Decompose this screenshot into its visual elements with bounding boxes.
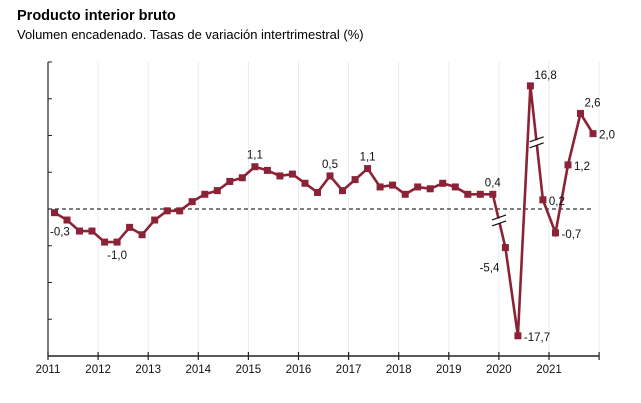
chart-title: Producto interior bruto	[17, 8, 176, 24]
data-label: -0,7	[562, 229, 582, 241]
data-point	[426, 185, 434, 193]
data-point	[276, 172, 284, 180]
data-point	[439, 179, 447, 187]
data-label: 0,5	[322, 159, 338, 171]
x-tick-labels: 2011 2012 2013 2014 2015 2016 2017 2018 2019 2020…	[36, 364, 562, 376]
data-label: 2,0	[599, 130, 615, 142]
x-tick-label: 2021	[536, 364, 562, 376]
data-point	[138, 231, 146, 239]
data-point	[414, 183, 422, 191]
data-point	[552, 229, 559, 237]
chart-subtitle: Volumen encadenado. Tasas de variación i…	[17, 27, 364, 42]
data-point	[88, 227, 96, 235]
axes	[47, 61, 600, 360]
data-point	[476, 190, 484, 198]
x-tick-label: 2016	[286, 364, 312, 376]
data-point	[226, 177, 234, 185]
data-point	[489, 190, 497, 198]
data-point	[238, 174, 246, 182]
data-point	[126, 223, 134, 231]
data-point	[301, 179, 309, 187]
x-tick-label: 2011	[36, 364, 61, 376]
x-tick-label: 2019	[436, 364, 462, 376]
data-point	[188, 198, 196, 206]
data-point	[376, 183, 384, 191]
data-point	[564, 161, 572, 169]
data-point	[288, 170, 296, 178]
data-point	[201, 190, 209, 198]
data-point	[589, 130, 597, 138]
break-gap	[529, 139, 545, 147]
data-point	[401, 190, 409, 198]
data-point	[113, 238, 121, 246]
data-label: 16,8	[534, 70, 556, 82]
data-point	[526, 82, 534, 90]
data-labels: -0,3 -1,0 1,1 0,5 1,1 0,4 -5,4 -17,7 16,8 0,2 -0,7…	[50, 70, 615, 344]
data-point	[314, 188, 321, 196]
break-slash	[491, 220, 507, 227]
data-point	[101, 238, 109, 246]
series-line	[53, 85, 595, 336]
data-point	[213, 187, 221, 195]
series-polyline	[53, 85, 595, 336]
data-point	[451, 183, 459, 191]
data-point	[514, 332, 522, 340]
data-point	[501, 244, 509, 252]
data-label: 0,4	[485, 177, 502, 189]
data-label: -17,7	[524, 332, 550, 344]
data-label: 1,2	[574, 161, 590, 173]
data-point	[51, 209, 58, 217]
data-point	[263, 166, 271, 174]
x-tick-label: 2017	[336, 364, 362, 376]
data-point	[577, 109, 584, 117]
data-label: -1,0	[107, 250, 127, 262]
axis-break-marks	[491, 136, 545, 227]
data-label: 1,1	[247, 150, 263, 162]
break-slash	[491, 214, 507, 221]
x-tick-label: 2013	[135, 364, 161, 376]
break-slash	[529, 142, 544, 149]
data-point	[339, 187, 346, 195]
data-point	[364, 165, 372, 173]
data-label: 2,6	[585, 97, 601, 109]
data-point	[326, 172, 334, 180]
break-slash	[529, 136, 544, 143]
data-point	[76, 227, 83, 235]
data-points	[51, 82, 597, 340]
break-gap	[491, 217, 507, 225]
x-tick-label: 2015	[236, 364, 262, 376]
x-tick-label: 2014	[186, 364, 212, 376]
x-tick-label: 2012	[85, 364, 111, 376]
data-label: -5,4	[480, 263, 500, 275]
data-point	[351, 176, 359, 184]
data-point	[389, 181, 397, 189]
data-point	[539, 196, 547, 204]
data-point	[464, 190, 472, 198]
data-label: 1,1	[360, 152, 376, 164]
data-label: -0,3	[50, 227, 70, 239]
data-point	[251, 163, 259, 171]
x-tick-label: 2020	[486, 364, 512, 376]
data-point	[151, 216, 159, 224]
data-point	[163, 207, 171, 215]
x-tick-label: 2018	[386, 364, 412, 376]
data-label: 0,2	[549, 196, 565, 208]
data-point	[63, 216, 71, 224]
data-point	[176, 207, 184, 215]
